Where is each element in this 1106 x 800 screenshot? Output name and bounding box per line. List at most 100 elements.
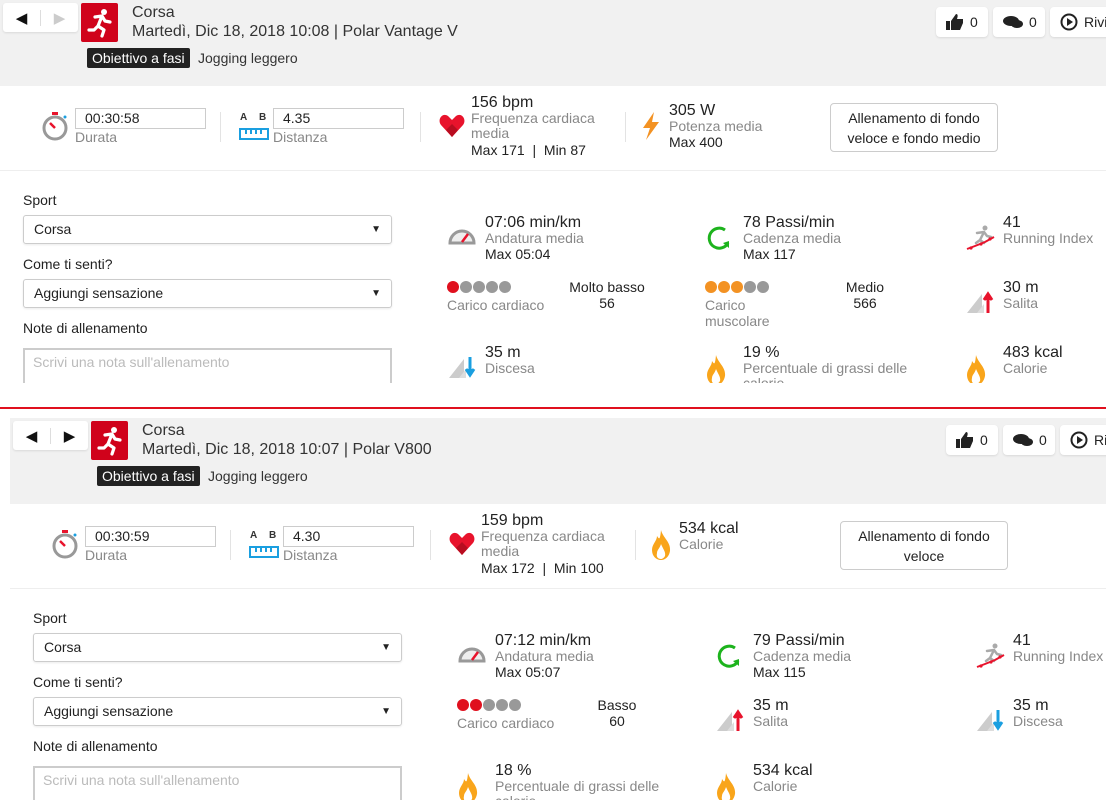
notes-textarea[interactable]: Scrivi una nota sull'allenamento bbox=[23, 348, 392, 383]
triangle-left-icon[interactable]: ◀ bbox=[25, 427, 38, 445]
workout-panel: ◀ ▶ Corsa Martedì, Dic 18, 2018 10:07 | Pol… bbox=[10, 418, 1106, 800]
lightning-icon bbox=[641, 112, 661, 145]
triangle-right-icon[interactable]: ▶ bbox=[63, 427, 76, 445]
relive-button-label: Rivi bbox=[1084, 14, 1106, 30]
section-divider bbox=[10, 588, 1106, 589]
distance-input[interactable]: 4.35 bbox=[273, 108, 404, 129]
ruler-icon bbox=[239, 127, 269, 145]
target-name: Jogging leggero bbox=[198, 50, 298, 66]
cadence-icon bbox=[716, 643, 742, 674]
duration-input[interactable]: 00:30:59 bbox=[85, 526, 216, 547]
extra-stat-sub: Max 400 bbox=[669, 134, 723, 150]
training-benefit-button[interactable]: Allenamento di fondo veloce bbox=[840, 521, 1008, 570]
heart-rate-max-min: Max 171 | Min 87 bbox=[471, 142, 586, 158]
triangle-left-icon[interactable]: ◀ bbox=[15, 9, 28, 27]
relive-button[interactable]: Rivi bbox=[1050, 7, 1106, 37]
like-button-label: 0 bbox=[970, 14, 978, 30]
sport-label: Sport bbox=[23, 192, 57, 208]
distance-ab-b: B bbox=[269, 530, 277, 541]
feeling-select[interactable]: Aggiungi sensazione ▼ bbox=[33, 697, 402, 726]
training-benefit-button[interactable]: Allenamento di fondo veloce e fondo medi… bbox=[830, 103, 998, 152]
sport-title: Corsa bbox=[142, 422, 185, 439]
metric-label: Calorie bbox=[1003, 360, 1048, 376]
play-circle-icon bbox=[1070, 431, 1088, 449]
heart-icon bbox=[439, 114, 465, 143]
hr-max: Max 172 bbox=[481, 560, 535, 576]
sport-select-value: Corsa bbox=[44, 639, 82, 655]
metric-sub: Max 115 bbox=[753, 664, 806, 680]
session-navigation: ◀ ▶ bbox=[3, 3, 78, 32]
flame-icon bbox=[651, 530, 671, 565]
stopwatch-icon bbox=[51, 529, 79, 564]
running-index-icon bbox=[966, 225, 996, 256]
hr-sep: | bbox=[542, 560, 547, 576]
relive-button-label: Rivi bbox=[1094, 432, 1106, 448]
header-bar bbox=[10, 418, 1106, 504]
summary-separator bbox=[230, 530, 231, 560]
speedometer-icon bbox=[448, 225, 476, 250]
load-dot bbox=[499, 281, 511, 293]
distance-input[interactable]: 4.30 bbox=[283, 526, 414, 547]
distance-label: Distanza bbox=[273, 129, 328, 145]
sport-select[interactable]: Corsa ▼ bbox=[33, 633, 402, 662]
heart-rate-max-min: Max 172 | Min 100 bbox=[481, 560, 604, 576]
metric-label: Percentuale di grassi delle calorie bbox=[495, 778, 660, 800]
metric-label: Cadenza media bbox=[753, 648, 852, 664]
triangle-right-icon[interactable]: ▶ bbox=[53, 9, 66, 27]
feeling-select[interactable]: Aggiungi sensazione ▼ bbox=[23, 279, 392, 308]
avg-heart-rate: 159 bpm bbox=[481, 512, 544, 529]
metric-value: 483 kcal bbox=[1003, 344, 1063, 361]
metric-label: Running Index bbox=[1003, 230, 1094, 246]
play-circle-icon bbox=[1060, 13, 1078, 31]
running-index-icon bbox=[976, 643, 1006, 674]
load-dots bbox=[447, 281, 512, 295]
load-dots bbox=[705, 281, 770, 295]
metric-label: Discesa bbox=[485, 360, 535, 376]
load-dot bbox=[460, 281, 472, 293]
load-dot bbox=[470, 699, 482, 711]
load-dot bbox=[447, 281, 459, 293]
comments-button[interactable]: 0 bbox=[993, 7, 1045, 37]
sport-select-value: Corsa bbox=[34, 221, 72, 237]
divider-line bbox=[0, 407, 1106, 409]
hr-min: Min 100 bbox=[553, 560, 604, 576]
session-subtitle: Martedì, Dic 18, 2018 10:08 | Polar Vant… bbox=[132, 23, 458, 40]
metric-sub: Max 05:07 bbox=[495, 664, 561, 680]
like-button[interactable]: 0 bbox=[936, 7, 988, 37]
metric-value: 79 Passi/min bbox=[753, 632, 845, 649]
notes-textarea[interactable]: Scrivi una nota sull'allenamento bbox=[33, 766, 402, 800]
duration-input[interactable]: 00:30:58 bbox=[75, 108, 206, 129]
load-label: Carico cardiaco bbox=[457, 715, 555, 731]
speedometer-icon bbox=[458, 643, 486, 668]
ascent-icon bbox=[966, 290, 994, 319]
comments-button[interactable]: 0 bbox=[1003, 425, 1055, 455]
feeling-label: Come ti senti? bbox=[33, 674, 123, 690]
load-dot bbox=[496, 699, 508, 711]
load-dot bbox=[744, 281, 756, 293]
metric-value: 41 bbox=[1013, 632, 1031, 649]
heart-rate-label: Frequenza cardiaca media bbox=[481, 528, 605, 559]
thumbs-up-icon bbox=[956, 432, 974, 448]
hr-sep: | bbox=[532, 142, 537, 158]
session-navigation: ◀ ▶ bbox=[13, 421, 88, 450]
metric-value: 07:06 min/km bbox=[485, 214, 582, 231]
workout-panel: ◀ ▶ Corsa Martedì, Dic 18, 2018 10:08 | Pol… bbox=[0, 0, 1106, 383]
avg-heart-rate: 156 bpm bbox=[471, 94, 534, 111]
load-dot bbox=[483, 699, 495, 711]
hr-min: Min 87 bbox=[543, 142, 586, 158]
summary-separator bbox=[635, 530, 636, 560]
metric-value: 19 % bbox=[743, 344, 780, 361]
heart-rate-label: Frequenza cardiaca media bbox=[471, 110, 595, 141]
target-name: Jogging leggero bbox=[208, 468, 308, 484]
load-level: Medio bbox=[845, 279, 885, 295]
metric-value: 534 kcal bbox=[753, 762, 813, 779]
comments-icon bbox=[1013, 433, 1033, 447]
sport-select[interactable]: Corsa ▼ bbox=[23, 215, 392, 244]
like-button[interactable]: 0 bbox=[946, 425, 998, 455]
distance-ab-a: A bbox=[240, 112, 248, 123]
load-dot bbox=[705, 281, 717, 293]
cadence-icon bbox=[706, 225, 732, 256]
relive-button[interactable]: Rivi bbox=[1060, 425, 1106, 455]
distance-label: Distanza bbox=[283, 547, 338, 563]
header-bar bbox=[0, 0, 1106, 86]
